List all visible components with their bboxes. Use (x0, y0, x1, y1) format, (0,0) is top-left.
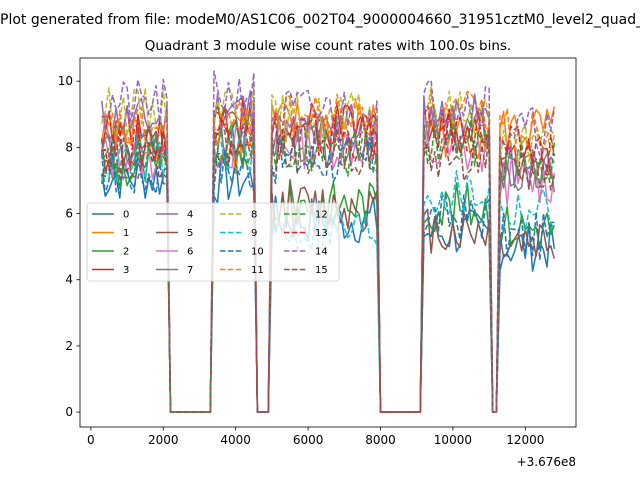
y-tick-label: 10 (58, 74, 73, 88)
x-tick-label: 10000 (434, 433, 472, 447)
x-tick-label: 4000 (220, 433, 251, 447)
legend-label-14: 14 (315, 247, 328, 258)
legend-label-13: 13 (315, 228, 328, 239)
y-tick-label: 0 (65, 405, 73, 419)
x-axis: 0 2000 4000 6000 8000 10000 12000 (87, 427, 544, 447)
legend-label-4: 4 (187, 210, 193, 221)
x-tick-label: 6000 (293, 433, 324, 447)
x-tick-label: 2000 (148, 433, 179, 447)
x-tick-label: 0 (87, 433, 95, 447)
legend-label-3: 3 (123, 265, 129, 276)
series-line-12 (101, 118, 556, 413)
y-axis: 0 2 4 6 8 10 (58, 74, 80, 419)
series-line-10 (100, 135, 555, 413)
legend-label-8: 8 (251, 210, 257, 221)
x-tick-label: 8000 (365, 433, 396, 447)
x-tick-label: 12000 (506, 433, 544, 447)
plot-series (100, 70, 556, 413)
y-tick-label: 6 (65, 207, 73, 221)
legend-box (86, 202, 340, 282)
legend-label-6: 6 (187, 247, 193, 258)
y-tick-label: 8 (65, 140, 73, 154)
legend-label-10: 10 (251, 247, 264, 258)
legend-label-15: 15 (315, 265, 328, 276)
series-line-15 (101, 125, 556, 413)
legend-label-1: 1 (123, 228, 129, 239)
legend-label-9: 9 (251, 228, 257, 239)
plot-frame (79, 57, 577, 428)
legend-label-12: 12 (315, 210, 328, 221)
y-tick-label: 2 (65, 339, 73, 353)
x-offset-label: +3.676e8 (517, 455, 576, 469)
series-line-11 (101, 90, 555, 413)
y-tick-label: 4 (65, 273, 73, 287)
legend-label-11: 11 (251, 265, 264, 276)
legend-label-2: 2 (123, 247, 129, 258)
chart-title: Quadrant 3 module wise count rates with … (145, 38, 511, 54)
chart-suptitle: Plot generated from file: modeM0/AS1C06_… (0, 12, 640, 28)
legend-label-0: 0 (123, 210, 129, 221)
legend-label-7: 7 (187, 265, 193, 276)
legend-label-5: 5 (187, 228, 193, 239)
